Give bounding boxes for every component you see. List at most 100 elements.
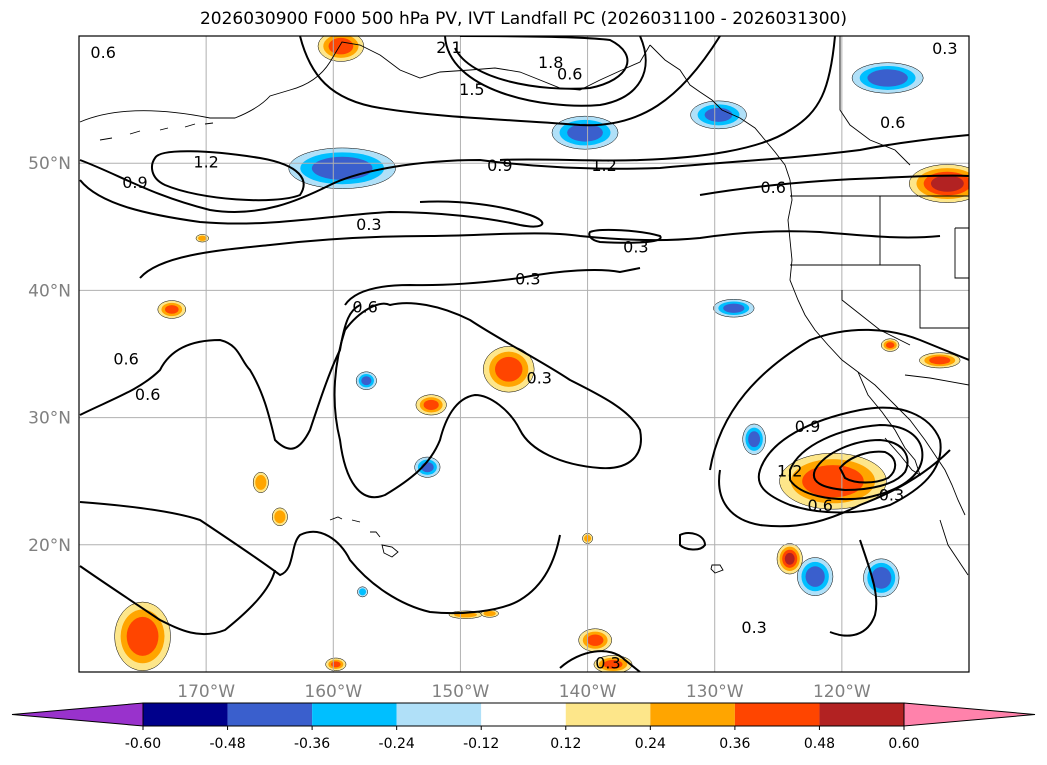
- pv-contour-small-loop: [679, 532, 707, 551]
- pc-anomaly-blob: [114, 601, 171, 671]
- colorbar-tick-label: -0.24: [379, 736, 415, 752]
- pv-contour-0.6-southwest: [79, 565, 276, 636]
- contour-label: 0.9: [795, 417, 820, 436]
- alaska-panhandle: [649, 44, 791, 181]
- contour-label: 0.6: [90, 43, 115, 62]
- pv-contour-0.3-cyclone-outer: [709, 328, 969, 471]
- pc-anomaly-blob: [742, 423, 766, 455]
- colorbar-tick-label: -0.12: [463, 736, 499, 752]
- pc-anomaly-blob: [909, 164, 969, 203]
- pv-contour-0.3-loop: [333, 302, 642, 498]
- latitude-tick-label: 30°N: [28, 409, 71, 429]
- hawaii-islands: [329, 516, 399, 558]
- latitude-tick-label: 50°N: [28, 154, 71, 174]
- contour-label: 0.6: [880, 113, 905, 132]
- west-coast: [787, 179, 966, 516]
- pc-anomaly-blob: [157, 300, 187, 319]
- colorbar-outline: [142, 702, 905, 727]
- longitude-tick-label: 160°W: [304, 682, 362, 702]
- pc-anomaly-fill: [929, 356, 951, 365]
- pc-anomaly-fill: [784, 552, 795, 565]
- pc-anomaly-blob: [851, 62, 924, 94]
- longitude-tick-label: 120°W: [813, 682, 871, 702]
- pv-contour-0.6-east: [699, 174, 969, 196]
- contour-label-layer: 2.1 1.8 1.5 1.2 0.9 1.2 0.9 0.6 0.6 0.6 0.3 0.3 0.3 0…: [90, 38, 957, 673]
- contour-label: 0.6: [113, 350, 138, 369]
- colorbar-segment: [143, 703, 228, 726]
- pc-anomaly-fill: [423, 399, 439, 410]
- pc-anomaly-blob: [483, 346, 535, 393]
- pc-anomaly-fill: [930, 175, 964, 192]
- pc-anomaly-fill: [331, 661, 341, 668]
- pc-anomaly-blob: [593, 655, 633, 672]
- pc-anomaly-fill: [867, 69, 908, 87]
- contour-label: 0.6: [760, 178, 785, 197]
- pc-anomaly-fill: [255, 475, 267, 490]
- colorbar-tick-label: -0.60: [125, 736, 161, 752]
- colorbar-tick-label: 0.36: [719, 736, 750, 752]
- pv-contour-0.3-central: [344, 267, 641, 306]
- colorbar-segment: [565, 703, 651, 726]
- contour-label: 0.3: [879, 486, 904, 505]
- colorbar-tick-label: -0.48: [209, 736, 245, 752]
- contour-label: 1.2: [193, 152, 218, 171]
- colorbar-segment: [312, 703, 397, 726]
- canada-interior-border: [839, 36, 911, 166]
- contour-label: 0.3: [527, 369, 552, 388]
- contour-label: 0.3: [741, 618, 766, 637]
- pc-anomaly-blob: [325, 657, 347, 671]
- pc-anomaly-fill: [311, 156, 373, 180]
- pc-anomaly-blob: [272, 507, 288, 526]
- contour-label: 1.5: [459, 80, 484, 99]
- colorbar-tick-label: 0.48: [804, 736, 835, 752]
- latitude-tick-label: 40°N: [28, 281, 71, 301]
- colorbar-tick-label: 0.60: [888, 736, 919, 752]
- pc-anomaly-blob: [713, 299, 755, 318]
- colorbar-segment: [650, 703, 735, 726]
- pv-contour-0.6-cyclone: [757, 406, 942, 514]
- contour-label: 0.3: [595, 654, 620, 673]
- pv-contour-layer: [79, 36, 969, 672]
- pv-contour-1.2-east: [499, 36, 836, 162]
- pc-anomaly-fill: [361, 376, 372, 386]
- pv-contour-0.3-north: [139, 230, 941, 279]
- contour-label: 0.6: [135, 385, 160, 404]
- map-frame: [78, 35, 970, 673]
- baja-peninsula: [857, 371, 921, 477]
- colorbar-segment: [481, 703, 566, 726]
- colorbar-tick-label: 0.24: [635, 736, 666, 752]
- latitude-tick-label: 20°N: [28, 536, 71, 556]
- pc-anomaly-fill: [495, 356, 523, 382]
- contour-label: 0.6: [352, 297, 377, 316]
- pc-anomaly-blob: [690, 100, 747, 130]
- us-state-lines: [790, 196, 969, 346]
- pc-anomaly-blob: [776, 543, 803, 575]
- pv-contour-1.2-west: [151, 150, 305, 202]
- contour-label: 0.3: [932, 39, 957, 58]
- pc-anomaly-fill: [483, 610, 496, 617]
- colorbar-tick-label: -0.36: [294, 736, 330, 752]
- pc-anomaly-blob: [357, 586, 368, 598]
- pc-anomaly-fill: [198, 235, 207, 241]
- pc-anomaly-fill: [871, 567, 892, 589]
- pc-anomaly-fill: [328, 37, 354, 55]
- aleutian-islands: [99, 122, 214, 141]
- colorbar-extend-high: [903, 702, 1036, 727]
- contour-label: 0.6: [808, 496, 833, 515]
- colorbar-extend-low: [11, 702, 144, 727]
- latitude-tick-labels: 20°N 30°N 40°N 50°N: [28, 154, 71, 556]
- pc-anomaly-fill: [126, 616, 159, 656]
- pc-anomaly-fill: [359, 588, 367, 596]
- longitude-tick-label: 150°W: [432, 682, 490, 702]
- haida-gwaii: [710, 564, 724, 574]
- pv-contour-1.2-cyclone: [812, 438, 909, 492]
- pc-anomaly-blob: [288, 147, 396, 189]
- pv-contour-0.3-cyclone: [718, 449, 951, 528]
- mexico-border: [904, 374, 969, 386]
- pv-contour-0.3-mid: [588, 228, 662, 244]
- pc-anomaly-fill: [723, 303, 745, 313]
- contour-label: 1.2: [591, 156, 616, 175]
- contour-label: 0.6: [557, 65, 582, 84]
- pc-anomaly-blob: [578, 628, 612, 652]
- pc-anomaly-fill: [274, 510, 286, 524]
